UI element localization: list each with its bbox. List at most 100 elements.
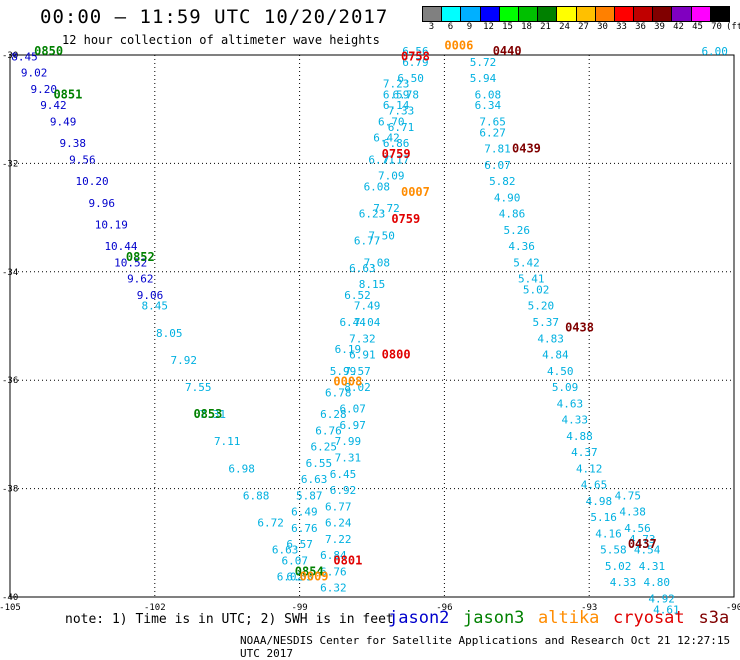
legend-cryosat: cryosat [613,608,685,628]
colorbar-swatch [672,7,692,21]
wave-height-label: 6.07 [282,554,309,567]
colorbar-label: 36 [635,22,646,32]
wave-height-label: 6.44 [339,316,366,329]
time-label: 0007 [401,185,430,199]
time-label: 0801 [333,553,362,567]
wave-height-label: 5.02 [605,560,632,573]
wave-height-label: 4.56 [624,522,651,535]
wave-height-label: 4.63 [557,397,584,410]
wave-height-label: 5.72 [470,56,497,69]
plot-frame [9,54,735,598]
wave-height-label: 6.72 [257,517,284,530]
legend-s3a: s3a [698,608,730,628]
wave-height-label: 9.62 [127,273,154,286]
colorbar-label: (ft) [726,22,740,32]
colorbar-label: 45 [692,22,703,32]
wave-height-label: 4.31 [639,560,666,573]
time-label: 0439 [512,142,541,156]
time-label: 0009 [300,570,329,584]
wave-height-label: 6.86 [383,137,410,150]
colorbar-swatch [538,7,558,21]
wave-height-label: 9.02 [21,67,48,80]
wave-height-label: 7.33 [388,105,415,118]
x-tick-label: -102 [144,603,166,613]
x-tick-label: -105 [0,603,21,613]
wave-height-label: 4.38 [619,506,646,519]
wave-height-label: 6.71 [368,153,395,166]
wave-height-label: 4.54 [634,544,661,557]
wave-height-label: 7.32 [349,332,376,345]
time-label: 0758 [401,49,430,63]
colorbar-label: 39 [654,22,665,32]
wave-height-label: 6.77 [325,500,352,513]
wave-height-label: 6.70 [378,115,405,128]
wave-height-label: 5.94 [470,72,497,85]
wave-height-label: 6.76 [320,565,347,578]
wave-height-label: 6.88 [243,489,270,502]
wave-height-label: 8.45 [11,50,38,63]
wave-height-label: 4.98 [586,495,613,508]
wave-height-label: 7.50 [368,229,395,242]
colorbar-label: 33 [616,22,627,32]
y-tick-label: -32 [2,159,18,169]
colorbar-swatch [480,7,500,21]
legend-altika: altika [538,608,600,628]
wave-height-label: 6.71 [388,121,415,134]
wave-height-label: 7.23 [383,78,410,91]
wave-height-label: 7.55 [185,381,212,394]
time-label: 0759 [382,147,411,161]
colorbar-swatch [634,7,654,21]
wave-height-label: 6.34 [475,99,502,112]
wave-height-label: 6.63 [272,544,299,557]
colorbar-label: 9 [466,22,473,32]
y-tick-label: -40 [2,593,18,603]
wave-height-label: 5.26 [504,224,531,237]
wave-height-label: 8.15 [359,278,386,291]
wave-height-label: 5.42 [513,256,540,269]
time-label: 0854 [295,564,324,578]
wave-height-label: 6.19 [335,343,362,356]
wave-height-label: 6.92 [330,484,357,497]
wave-height-label: 6.49 [291,506,318,519]
wave-height-label: 7.09 [378,170,405,183]
wave-height-label: 4.16 [595,527,622,540]
wave-height-label: 10.19 [95,218,128,231]
wave-height-label: 4.33 [561,414,588,427]
wave-height-label: 4.86 [499,208,526,221]
colorbar-swatch [614,7,635,21]
wave-height-label: 6.78 [393,88,420,101]
wave-height-label: 5.58 [600,544,627,557]
wave-height-label: 8.05 [156,327,183,340]
wave-height-label: 9.49 [50,115,77,128]
wave-height-label: 6.14 [383,99,410,112]
wave-height-label: 7.99 [335,435,362,448]
wave-height-label: 6.08 [475,88,502,101]
wave-height-label: 9.42 [40,99,67,112]
colorbar-swatch [710,7,729,21]
wave-height-label: 4.65 [581,479,608,492]
wave-height-label: 6.27 [479,126,506,139]
wave-height-label: 5.20 [528,300,555,313]
time-label: 0438 [565,320,594,334]
colorbar-swatch [442,7,462,21]
time-label: 0853 [193,407,222,421]
x-tick-label: -90 [726,603,740,613]
wave-height-label: 9.96 [88,197,115,210]
wave-height-label: 10.44 [104,240,137,253]
wave-height-label: 6.78 [325,386,352,399]
wave-height-label: 6.25 [310,441,337,454]
wave-height-label: 4.84 [542,349,569,362]
wave-height-label: 6.59 [383,88,410,101]
wave-height-label: 6.07 [339,403,366,416]
wave-height-label: 10.20 [75,175,108,188]
wave-height-label: 6.08 [364,181,391,194]
wave-height-label: 6.56 [402,45,429,58]
colorbar-label: 30 [597,22,608,32]
wave-height-label: 4.75 [615,489,642,502]
time-label: 0006 [444,39,473,53]
wave-height-label: 8.45 [142,300,169,313]
wave-height-label: 5.99 [330,365,357,378]
wave-height-label: 4.33 [610,576,637,589]
